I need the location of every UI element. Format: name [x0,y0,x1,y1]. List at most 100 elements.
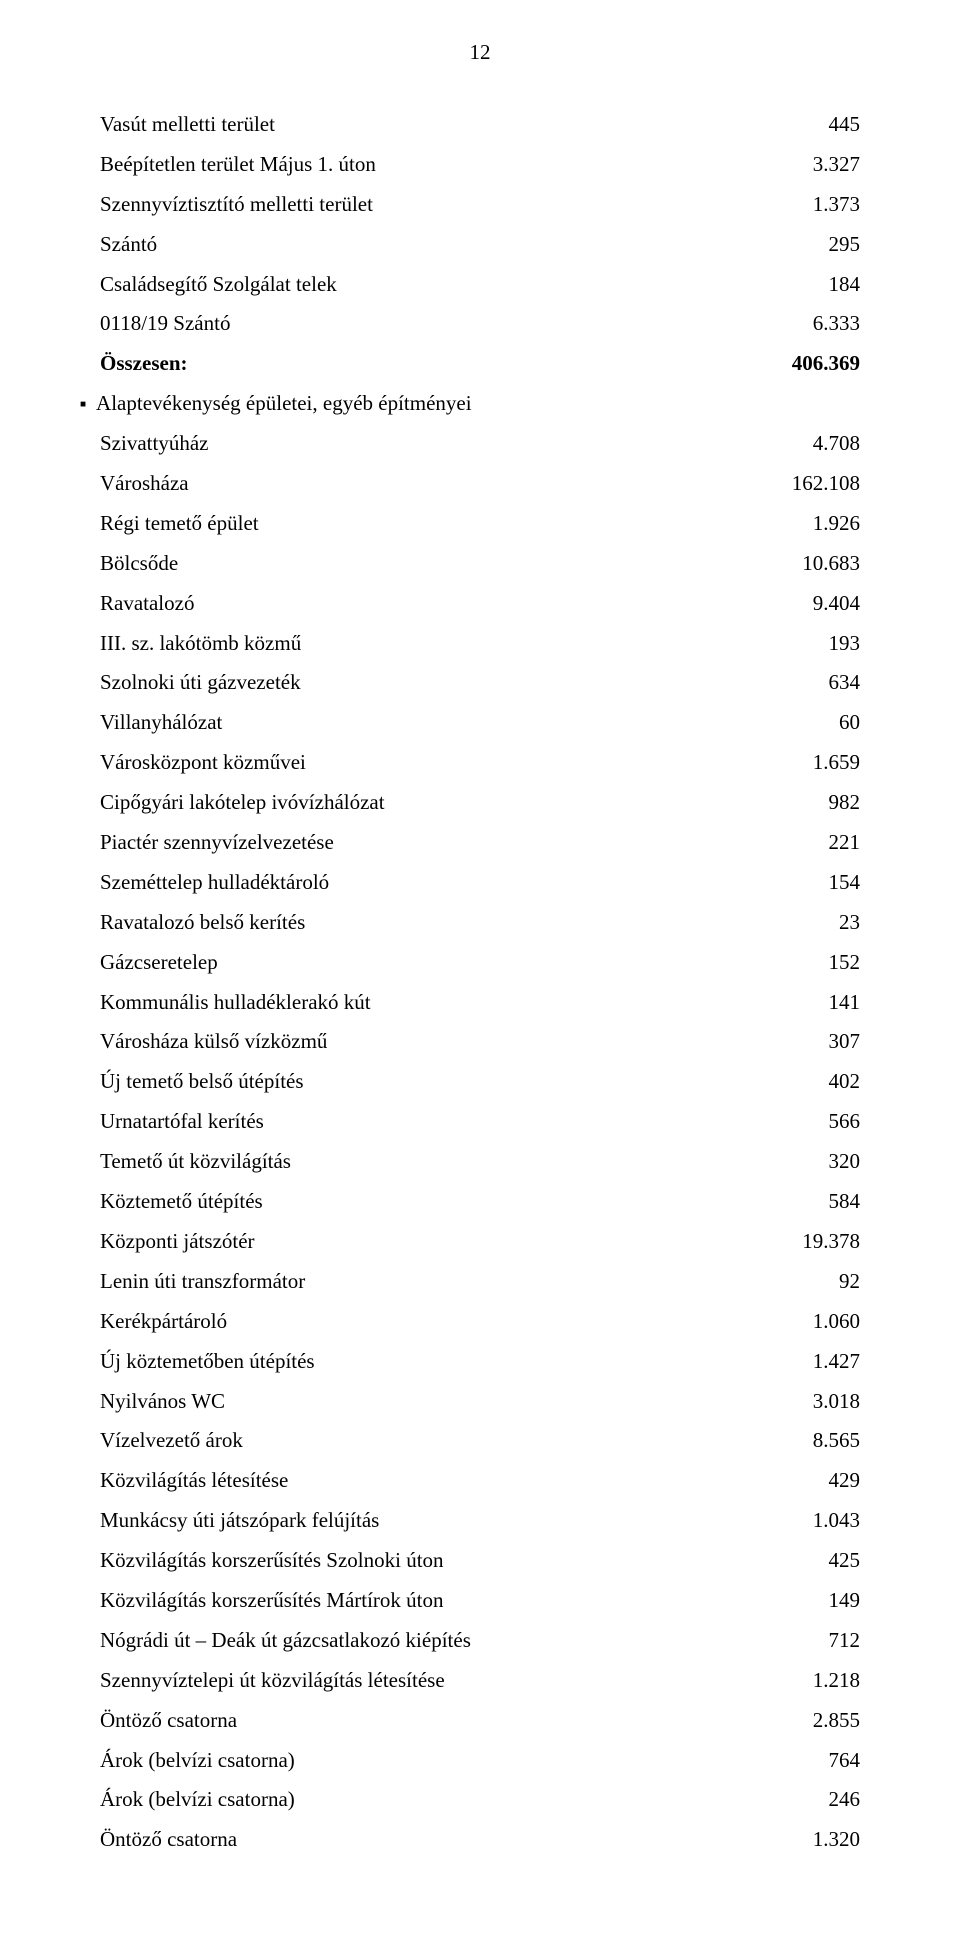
content-row: Új temető belső útépítés402 [100,1062,860,1102]
row-label: Szivattyúház [100,424,760,464]
row-label: Köztemető útépítés [100,1182,760,1222]
row-value: 9.404 [760,584,860,624]
row-value: 712 [760,1621,860,1661]
row-value: 162.108 [760,464,860,504]
row-label: Villanyhálózat [100,703,760,743]
row-value: 4.708 [760,424,860,464]
row-value: 402 [760,1062,860,1102]
content-row: Szennyvíztisztító melletti terület1.373 [100,185,860,225]
row-value: 429 [760,1461,860,1501]
row-value: 566 [760,1102,860,1142]
content-row: Közvilágítás korszerűsítés Mártírok úton… [100,1581,860,1621]
content-row: Szivattyúház4.708 [100,424,860,464]
row-value: 1.659 [760,743,860,783]
content-row: Piactér szennyvízelvezetése221 [100,823,860,863]
content-row: ■Alaptevékenység épületei, egyéb építmén… [100,384,860,424]
row-label: Kommunális hulladéklerakó kút [100,983,760,1023]
content-row: Ravatalozó belső kerítés23 [100,903,860,943]
content-row: 0118/19 Szántó6.333 [100,304,860,344]
content-row: Árok (belvízi csatorna)764 [100,1741,860,1781]
row-value: 246 [760,1780,860,1820]
content-row: Beépítetlen terület Május 1. úton3.327 [100,145,860,185]
row-value: 1.060 [760,1302,860,1342]
content-row: Összesen:406.369 [100,344,860,384]
row-value: 3.018 [760,1382,860,1422]
row-label: ■Alaptevékenység épületei, egyéb építmén… [100,384,760,424]
row-value: 184 [760,265,860,305]
row-value: 60 [760,703,860,743]
row-label: Szolnoki úti gázvezeték [100,663,760,703]
bullet-icon: ■ [80,395,86,414]
row-label: Régi temető épület [100,504,760,544]
row-value: 1.427 [760,1342,860,1382]
row-value: 221 [760,823,860,863]
content-row: III. sz. lakótömb közmű193 [100,624,860,664]
row-value: 141 [760,983,860,1023]
row-label: Szeméttelep hulladéktároló [100,863,760,903]
row-value: 1.043 [760,1501,860,1541]
content-row: Árok (belvízi csatorna)246 [100,1780,860,1820]
row-value: 445 [760,105,860,145]
row-label: Közvilágítás korszerűsítés Szolnoki úton [100,1541,760,1581]
row-value: 149 [760,1581,860,1621]
row-label: Nógrádi út – Deák út gázcsatlakozó kiépí… [100,1621,760,1661]
row-label: Összesen: [100,344,760,384]
row-label: Gázcseretelep [100,943,760,983]
row-value: 584 [760,1182,860,1222]
content-row: Szennyvíztelepi út közvilágítás létesíté… [100,1661,860,1701]
row-value: 3.327 [760,145,860,185]
row-label-text: Alaptevékenység épületei, egyéb építmény… [96,384,472,424]
content-row: Nógrádi út – Deák út gázcsatlakozó kiépí… [100,1621,860,1661]
row-label: Központi játszótér [100,1222,760,1262]
row-label: Városháza [100,464,760,504]
row-label: Városközpont közművei [100,743,760,783]
row-label: Kerékpártároló [100,1302,760,1342]
page-number: 12 [100,40,860,65]
content-row: Öntöző csatorna1.320 [100,1820,860,1860]
row-value: 152 [760,943,860,983]
row-label: Árok (belvízi csatorna) [100,1780,760,1820]
row-label: Vízelvezető árok [100,1421,760,1461]
row-label: Ravatalozó [100,584,760,624]
row-value: 92 [760,1262,860,1302]
row-label: Öntöző csatorna [100,1820,760,1860]
row-label: Lenin úti transzformátor [100,1262,760,1302]
row-label: Közvilágítás korszerűsítés Mártírok úton [100,1581,760,1621]
row-label: Ravatalozó belső kerítés [100,903,760,943]
row-value: 982 [760,783,860,823]
content-row: Nyilvános WC3.018 [100,1382,860,1422]
row-value: 764 [760,1741,860,1781]
content-row: Kommunális hulladéklerakó kút141 [100,983,860,1023]
content-row: Közvilágítás korszerűsítés Szolnoki úton… [100,1541,860,1581]
row-value: 425 [760,1541,860,1581]
row-value: 295 [760,225,860,265]
row-value: 23 [760,903,860,943]
content-row: Öntöző csatorna2.855 [100,1701,860,1741]
content-row: Szeméttelep hulladéktároló154 [100,863,860,903]
content-row: Ravatalozó9.404 [100,584,860,624]
content-row: Családsegítő Szolgálat telek184 [100,265,860,305]
row-value: 1.218 [760,1661,860,1701]
row-label: Urnatartófal kerítés [100,1102,760,1142]
content-row: Szántó295 [100,225,860,265]
content-row: Vasút melletti terület445 [100,105,860,145]
row-label: Szántó [100,225,760,265]
row-label: Cipőgyári lakótelep ivóvízhálózat [100,783,760,823]
content-row: Villanyhálózat60 [100,703,860,743]
row-label: Piactér szennyvízelvezetése [100,823,760,863]
row-value: 1.320 [760,1820,860,1860]
row-value: 154 [760,863,860,903]
content-row: Városközpont közművei1.659 [100,743,860,783]
document-content: Vasút melletti terület445Beépítetlen ter… [100,105,860,1860]
content-row: Urnatartófal kerítés566 [100,1102,860,1142]
content-row: Gázcseretelep152 [100,943,860,983]
row-value: 2.855 [760,1701,860,1741]
content-row: Régi temető épület1.926 [100,504,860,544]
row-value: 1.373 [760,185,860,225]
row-value: 307 [760,1022,860,1062]
content-row: Központi játszótér19.378 [100,1222,860,1262]
row-value: 406.369 [760,344,860,384]
content-row: Köztemető útépítés584 [100,1182,860,1222]
row-value: 6.333 [760,304,860,344]
content-row: Szolnoki úti gázvezeték634 [100,663,860,703]
